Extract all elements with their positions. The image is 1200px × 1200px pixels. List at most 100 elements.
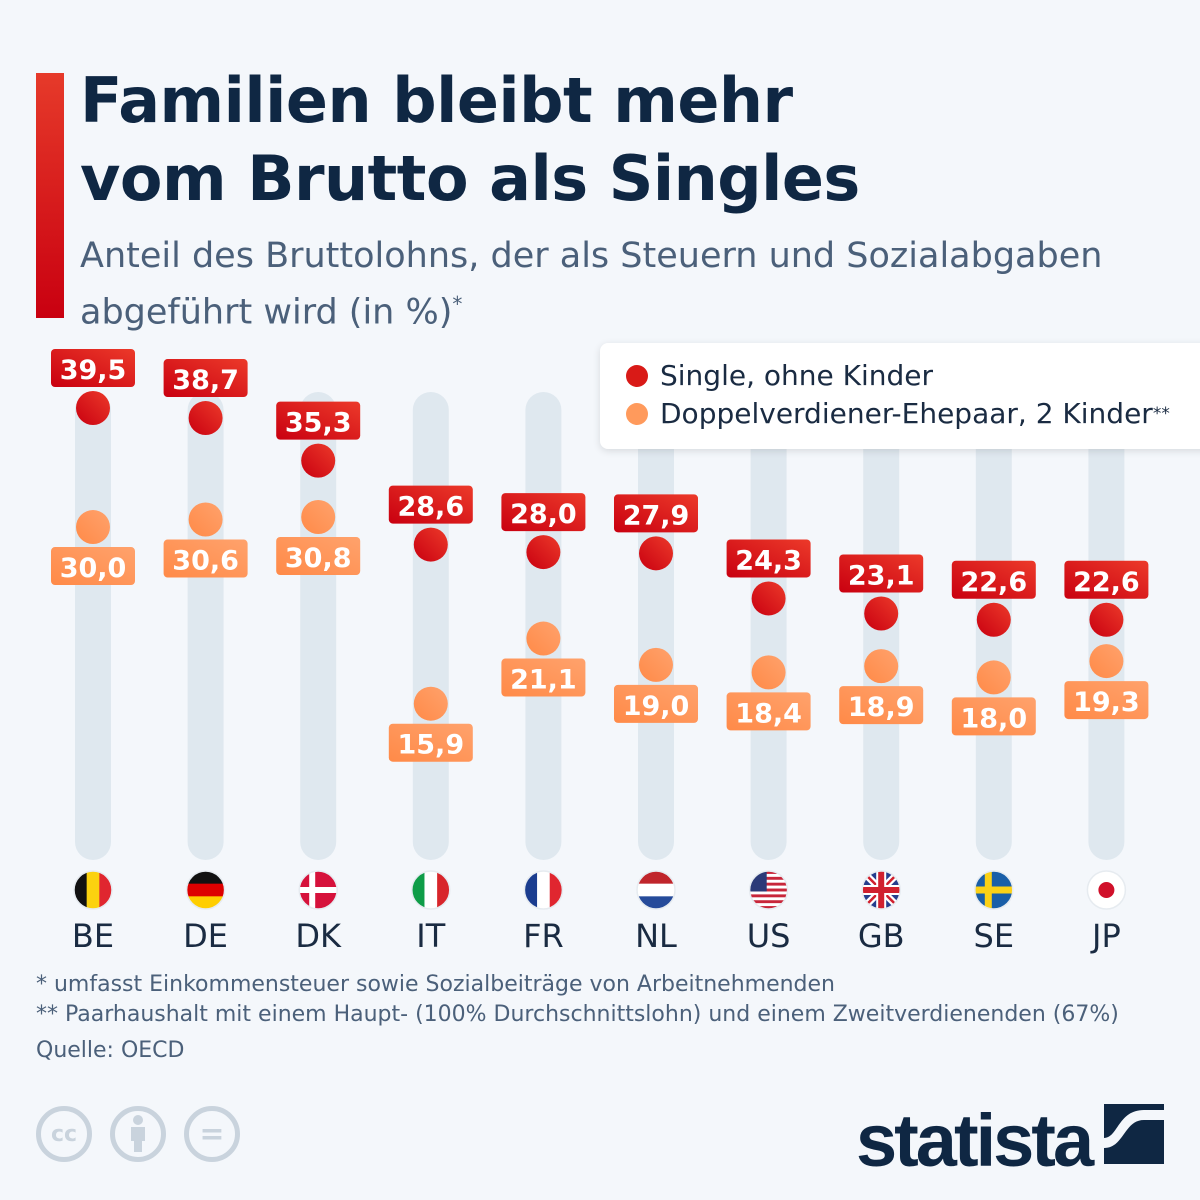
dot-single-FR bbox=[526, 535, 561, 570]
label-box-single bbox=[276, 401, 361, 440]
dot-single-US bbox=[751, 581, 786, 616]
data-label-single: 24,3 bbox=[735, 545, 802, 576]
dot-family-US bbox=[751, 655, 786, 690]
legend-dot-single bbox=[626, 364, 648, 387]
chart-title: Familien bleibt mehr vom Brutto als Sing… bbox=[80, 62, 860, 218]
data-label-family: 19,0 bbox=[623, 691, 690, 722]
flag-border bbox=[298, 870, 338, 910]
dot-family-DE bbox=[188, 502, 223, 537]
subtitle-footnote-mark: * bbox=[452, 292, 463, 316]
data-label-family: 30,6 bbox=[172, 546, 239, 577]
equals-glyph: = bbox=[199, 1116, 225, 1152]
accent-bar bbox=[36, 73, 64, 318]
legend-label: Single, ohne Kinder bbox=[660, 359, 934, 392]
dot-family-BE bbox=[76, 510, 110, 545]
label-box-single bbox=[501, 493, 586, 532]
country-label-GB: GB bbox=[858, 917, 905, 955]
dot-family-DK bbox=[301, 500, 336, 535]
track bbox=[412, 392, 449, 860]
dot-family-SE bbox=[976, 660, 1011, 695]
flag-border bbox=[523, 870, 564, 910]
label-box-single bbox=[163, 359, 248, 398]
label-box-family bbox=[726, 692, 811, 731]
data-label-family: 19,3 bbox=[1073, 687, 1140, 718]
dot-single-DE bbox=[188, 401, 223, 436]
legend-item-single: Single, ohne Kinder bbox=[626, 359, 933, 392]
data-label-single: 39,5 bbox=[60, 355, 127, 386]
label-box-single bbox=[51, 349, 135, 387]
flag-border bbox=[411, 870, 451, 910]
data-label-family: 18,4 bbox=[735, 698, 802, 729]
statista-logo-mark-icon bbox=[1104, 1104, 1164, 1164]
country-label-JP: JP bbox=[1090, 917, 1121, 955]
title-line-1: Familien bleibt mehr bbox=[80, 64, 793, 137]
flag-border bbox=[185, 870, 226, 910]
source: Quelle: OECD bbox=[36, 1038, 185, 1063]
data-label-family: 15,9 bbox=[397, 730, 464, 761]
footnote-1: * umfasst Einkommensteuer sowie Sozialbe… bbox=[36, 972, 836, 997]
label-box-family bbox=[1064, 681, 1149, 720]
label-box-family bbox=[614, 684, 698, 723]
uk-flag-icon bbox=[862, 871, 901, 909]
data-label-single: 22,6 bbox=[960, 567, 1027, 598]
label-box-family bbox=[51, 547, 135, 586]
label-box-family bbox=[388, 723, 473, 762]
dot-family-NL bbox=[639, 647, 673, 682]
no-derivatives-icon[interactable]: = bbox=[184, 1106, 240, 1162]
dot-family-FR bbox=[526, 621, 561, 656]
label-box-single bbox=[839, 554, 924, 593]
country-label-DK: DK bbox=[295, 917, 342, 955]
data-label-family: 30,8 bbox=[285, 543, 352, 574]
country-label-DE: DE bbox=[183, 917, 228, 955]
label-box-single bbox=[1064, 560, 1149, 599]
track bbox=[187, 392, 224, 860]
data-label-family: 18,0 bbox=[960, 703, 1027, 734]
flag-border bbox=[974, 870, 1014, 910]
dot-family-IT bbox=[413, 686, 448, 721]
flag-border bbox=[1086, 870, 1127, 910]
footnotes: * umfasst Einkommensteuer sowie Sozialbe… bbox=[36, 970, 1119, 1030]
flag-border bbox=[636, 870, 676, 910]
data-label-single: 27,9 bbox=[623, 500, 690, 531]
dot-single-GB bbox=[864, 596, 899, 631]
cc-glyph: cc bbox=[50, 1121, 78, 1147]
label-box-family bbox=[839, 686, 924, 725]
dot-single-BE bbox=[76, 391, 110, 425]
dot-family-GB bbox=[864, 649, 899, 684]
dot-single-NL bbox=[639, 536, 673, 571]
denmark-flag-icon bbox=[299, 871, 338, 909]
track bbox=[75, 392, 111, 860]
legend: Single, ohne Kinder Doppelverdiener-Ehep… bbox=[600, 343, 1200, 449]
cc-icon[interactable]: cc bbox=[36, 1106, 92, 1162]
legend-label: Doppelverdiener-Ehepaar, 2 Kinder bbox=[660, 397, 1153, 430]
country-label-BE: BE bbox=[72, 917, 114, 955]
statista-logo[interactable]: statista bbox=[856, 1099, 1094, 1182]
country-label-SE: SE bbox=[974, 917, 1015, 955]
label-box-family bbox=[163, 539, 248, 578]
label-box-single bbox=[951, 560, 1036, 599]
attribution-icon[interactable] bbox=[110, 1106, 166, 1162]
dot-single-IT bbox=[413, 527, 448, 562]
title-line-2: vom Brutto als Singles bbox=[80, 142, 860, 215]
dot-single-SE bbox=[976, 602, 1011, 637]
data-label-single: 28,0 bbox=[510, 499, 577, 530]
legend-item-family: Doppelverdiener-Ehepaar, 2 Kinder ** bbox=[626, 397, 1170, 430]
track bbox=[638, 392, 674, 860]
legend-footnote-mark: ** bbox=[1152, 403, 1170, 424]
country-label-IT: IT bbox=[416, 917, 445, 955]
sweden-flag-icon bbox=[974, 871, 1013, 909]
usa-flag-icon bbox=[749, 871, 788, 909]
label-box-single bbox=[726, 539, 811, 578]
label-box-single bbox=[388, 485, 473, 524]
dot-single-DK bbox=[301, 443, 336, 478]
person-icon bbox=[131, 1115, 145, 1152]
label-box-family bbox=[501, 658, 586, 697]
subtitle-line-2: abgeführt wird (in %) bbox=[80, 292, 453, 333]
country-label-FR: FR bbox=[523, 917, 564, 955]
data-label-single: 23,1 bbox=[848, 560, 915, 591]
legend-dot-family bbox=[626, 402, 648, 425]
chart-subtitle: Anteil des Bruttolohns, der als Steuern … bbox=[80, 232, 1102, 337]
subtitle-line-1: Anteil des Bruttolohns, der als Steuern … bbox=[80, 236, 1103, 276]
data-label-single: 35,3 bbox=[285, 408, 352, 439]
country-label-NL: NL bbox=[635, 917, 677, 955]
